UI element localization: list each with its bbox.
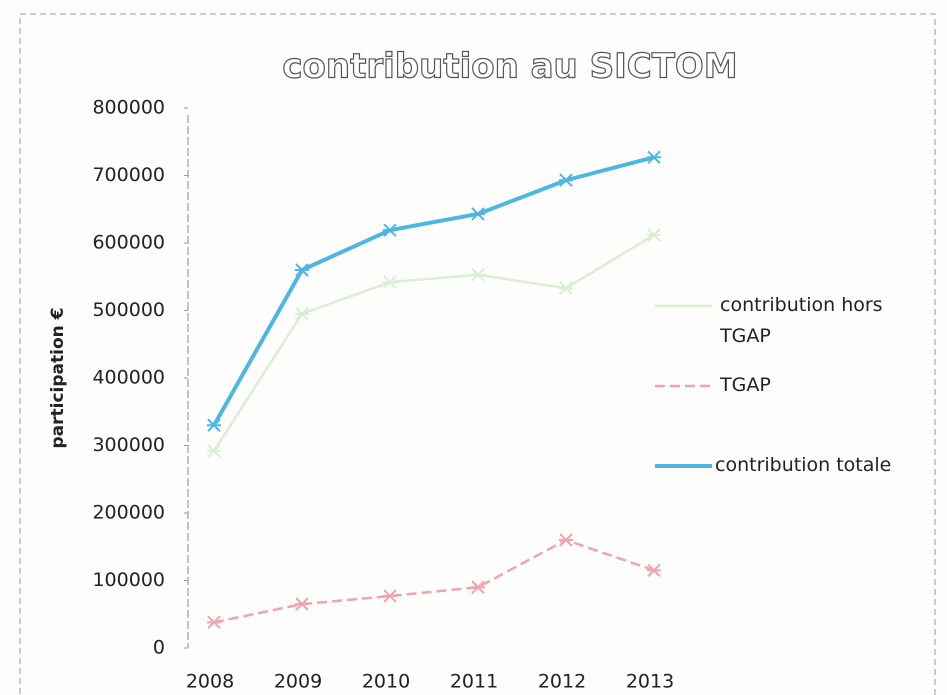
marker bbox=[471, 580, 485, 594]
marker bbox=[207, 418, 221, 432]
x-tick-label: 2013 bbox=[626, 671, 674, 693]
marker bbox=[559, 281, 573, 295]
y-tick-label: 700000 bbox=[92, 164, 165, 186]
y-tick-label: 400000 bbox=[92, 367, 165, 389]
marker bbox=[207, 444, 221, 458]
legend-label: contribution totale bbox=[715, 454, 892, 476]
y-tick-label: 800000 bbox=[92, 97, 165, 119]
series-line bbox=[212, 155, 655, 427]
marker bbox=[647, 228, 661, 242]
marker bbox=[471, 268, 485, 282]
marker bbox=[471, 207, 485, 221]
y-tick-label: 300000 bbox=[92, 434, 165, 456]
marker bbox=[647, 150, 661, 164]
chart-border bbox=[19, 13, 936, 695]
y-tick-label: 100000 bbox=[92, 569, 165, 591]
legend-label: contribution hors TGAP bbox=[720, 294, 883, 347]
marker bbox=[559, 173, 573, 187]
marker bbox=[383, 223, 397, 237]
marker bbox=[295, 263, 309, 277]
y-axis-label: participation € bbox=[48, 307, 68, 448]
x-tick-label: 2012 bbox=[538, 671, 586, 693]
x-tick-label: 2008 bbox=[186, 671, 234, 693]
marker bbox=[383, 275, 397, 289]
series-line bbox=[213, 538, 655, 624]
x-tick-label: 2010 bbox=[362, 671, 410, 693]
x-tick-label: 2011 bbox=[450, 671, 498, 693]
marker bbox=[295, 307, 309, 321]
marker bbox=[647, 563, 661, 578]
x-tick-label: 2009 bbox=[274, 671, 322, 693]
series-line bbox=[212, 233, 655, 452]
chart-title: contribution au SICTOM bbox=[282, 47, 737, 87]
marker bbox=[295, 597, 309, 611]
legend-label: TGAP bbox=[720, 374, 771, 396]
marker bbox=[207, 615, 221, 630]
y-tick-label: 200000 bbox=[92, 502, 165, 524]
y-tick-label: 500000 bbox=[92, 299, 165, 321]
marker bbox=[559, 533, 573, 547]
marker bbox=[383, 589, 397, 603]
y-tick-label: 600000 bbox=[92, 232, 165, 254]
y-tick-label: 0 bbox=[153, 637, 165, 659]
